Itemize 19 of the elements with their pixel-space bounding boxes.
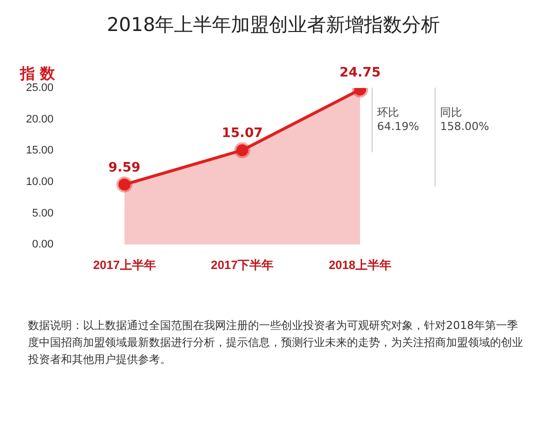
- y-axis-title: 指 数: [19, 64, 56, 82]
- y-tick-label: 20.00: [26, 113, 54, 126]
- text: 同比 158.00%: [440, 106, 490, 133]
- chart-title: 2018年上半年加盟创业者新增指数分析: [106, 13, 442, 38]
- y-tick-label: 10.00: [26, 176, 54, 188]
- data-label: 9.59: [108, 160, 140, 176]
- data-label: 15.07: [222, 126, 263, 142]
- y-tick-label: 0.00: [32, 238, 54, 251]
- data-label: 24.75: [340, 65, 381, 80]
- y-tick-label: 15.00: [26, 144, 54, 157]
- y-tick-label: 5.00: [32, 207, 54, 220]
- annotation: 环比 64.19%: [377, 106, 420, 133]
- x-tick-label: 2018上半年: [328, 258, 392, 272]
- x-tick-label: 2017上半年: [93, 258, 156, 272]
- x-tick-label: 2017下半年: [210, 258, 274, 272]
- text: 数据说明：以上数据通过全国范围在我网注册的一些创业投资者为可观研究对象，针对2018年第一季度中国招商加盟领域最新数据进行分析，提示信息，预测行业未来的走势，为关注招商加盟领域的创业投资者和其他用户提供参考。: [28, 318, 523, 368]
- y-tick-label: 25.00: [26, 82, 54, 94]
- point: [234, 142, 250, 158]
- point: [116, 176, 132, 193]
